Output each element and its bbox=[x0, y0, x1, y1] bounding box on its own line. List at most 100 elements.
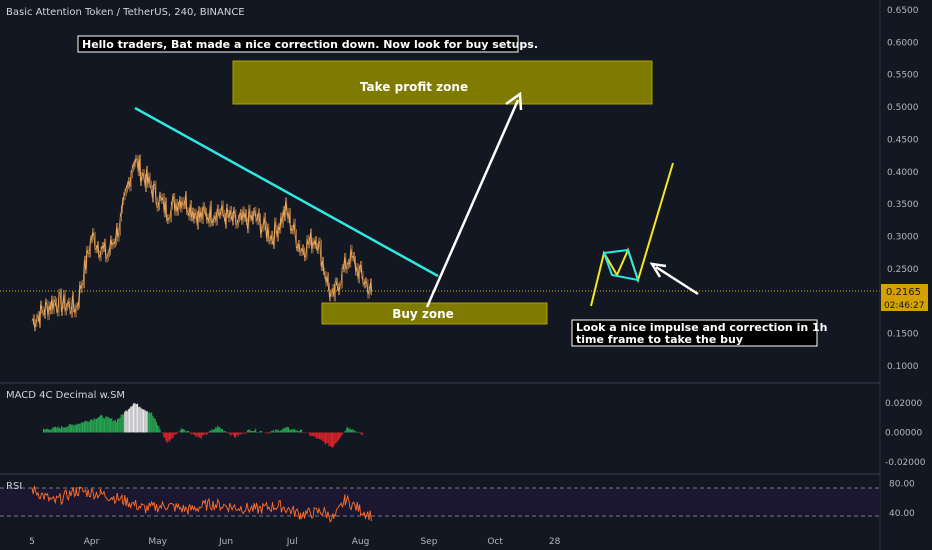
price-tick-label: 0.4000 bbox=[887, 168, 919, 178]
macd-bar bbox=[171, 432, 173, 439]
macd-bar bbox=[140, 408, 142, 433]
macd-bar bbox=[308, 432, 310, 434]
macd-bar bbox=[252, 430, 254, 433]
macd-bar bbox=[346, 427, 348, 433]
macd-bar bbox=[111, 418, 113, 433]
macd-bar bbox=[343, 431, 345, 433]
macd-bar bbox=[100, 414, 102, 433]
macd-bar bbox=[222, 429, 224, 433]
macd-bar bbox=[97, 417, 99, 433]
macd-bar bbox=[144, 409, 146, 433]
macd-bar bbox=[289, 429, 291, 433]
macd-bar bbox=[215, 427, 217, 433]
macd-bar bbox=[102, 417, 104, 433]
price-tick-label: 0.5500 bbox=[887, 71, 919, 81]
macd-bar bbox=[290, 429, 292, 433]
macd-bar bbox=[301, 429, 303, 433]
macd-bar bbox=[149, 412, 151, 433]
macd-bar bbox=[256, 432, 258, 433]
macd-bar bbox=[73, 425, 75, 433]
macd-bar bbox=[185, 431, 187, 433]
macd-bar bbox=[137, 403, 139, 433]
macd-bar bbox=[94, 419, 96, 433]
macd-bar bbox=[334, 432, 336, 445]
macd-bar bbox=[183, 429, 185, 433]
pointer-arrow bbox=[655, 265, 699, 296]
macd-bar bbox=[98, 417, 100, 433]
macd-bar bbox=[329, 432, 331, 447]
macd-bar bbox=[216, 428, 218, 433]
macd-bar bbox=[348, 428, 350, 433]
price-line bbox=[31, 157, 372, 328]
macd-bar bbox=[67, 426, 69, 433]
macd-bar bbox=[313, 432, 315, 437]
macd-tick-label: -0.02000 bbox=[885, 458, 926, 468]
macd-bar bbox=[288, 427, 290, 433]
macd-bar bbox=[46, 428, 48, 433]
chart-title: Basic Attention Token / TetherUS, 240, B… bbox=[6, 7, 245, 18]
macd-bar bbox=[71, 424, 73, 433]
macd-bar bbox=[145, 411, 147, 433]
macd-bar bbox=[146, 411, 148, 433]
macd-bar bbox=[141, 408, 143, 433]
macd-bar bbox=[75, 424, 77, 433]
macd-bar bbox=[336, 432, 338, 442]
macd-bar bbox=[195, 432, 197, 438]
macd-bar bbox=[104, 418, 106, 433]
macd-bar bbox=[127, 409, 129, 433]
macd-bar bbox=[124, 411, 126, 433]
macd-bar bbox=[315, 432, 317, 438]
macd-bar bbox=[126, 411, 128, 433]
macd-bar bbox=[69, 424, 71, 433]
macd-bar bbox=[236, 432, 238, 435]
target-arrow-head bbox=[505, 91, 523, 111]
macd-bar bbox=[261, 431, 263, 433]
macd-bar bbox=[333, 432, 335, 447]
macd-bar bbox=[224, 430, 226, 433]
macd-tick-label: 0.02000 bbox=[885, 399, 922, 409]
macd-bar bbox=[231, 432, 233, 434]
macd-bar bbox=[220, 429, 222, 433]
macd-bar bbox=[147, 412, 149, 433]
projection-impulse bbox=[590, 162, 674, 307]
macd-bar bbox=[318, 432, 320, 440]
macd-bar bbox=[314, 432, 316, 437]
macd-bar bbox=[188, 430, 190, 433]
macd-bar bbox=[328, 432, 330, 447]
macd-bar bbox=[360, 432, 362, 435]
price-tick-label: 0.4500 bbox=[887, 135, 919, 145]
macd-bar bbox=[108, 417, 110, 433]
macd-bar bbox=[62, 427, 64, 433]
macd-bar bbox=[157, 425, 159, 433]
macd-bar bbox=[300, 429, 302, 433]
macd-bar bbox=[339, 432, 341, 439]
macd-bar bbox=[212, 429, 214, 433]
macd-bar bbox=[249, 429, 251, 433]
macd-bar bbox=[317, 432, 319, 439]
macd-bar bbox=[51, 428, 53, 433]
macd-bar bbox=[323, 432, 325, 443]
macd-bar bbox=[180, 428, 182, 433]
macd-bar bbox=[271, 431, 273, 433]
macd-bar bbox=[133, 402, 135, 433]
price-tick-label: 0.1500 bbox=[887, 330, 919, 340]
macd-bar bbox=[172, 432, 174, 438]
rsi-series bbox=[31, 485, 372, 523]
macd-bar bbox=[112, 421, 114, 433]
headline-box bbox=[77, 35, 519, 53]
macd-bar bbox=[163, 432, 165, 437]
macd-bar bbox=[56, 427, 58, 433]
macd-bar bbox=[268, 432, 270, 434]
macd-bar bbox=[150, 413, 152, 433]
macd-bar bbox=[283, 427, 285, 433]
macd-bar bbox=[234, 432, 236, 438]
macd-bar bbox=[155, 421, 157, 433]
macd-bar bbox=[284, 428, 286, 433]
macd-bar bbox=[297, 431, 299, 433]
macd-bar bbox=[250, 431, 252, 433]
macd-bar bbox=[47, 429, 49, 433]
current-price-tag bbox=[881, 284, 928, 298]
macd-bar bbox=[63, 427, 65, 433]
macd-bar bbox=[72, 424, 74, 433]
